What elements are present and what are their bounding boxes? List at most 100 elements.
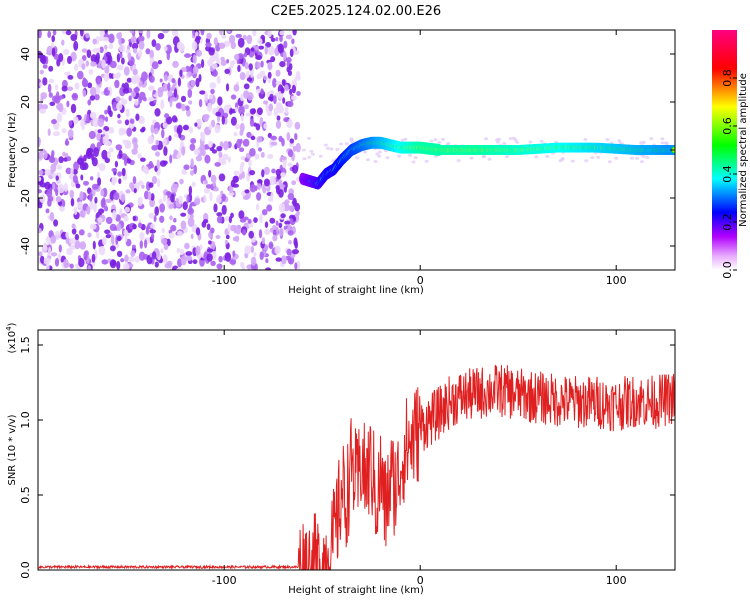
noise-speckle	[215, 235, 221, 239]
faint-speckle	[660, 137, 665, 141]
noise-speckle	[65, 167, 72, 175]
noise-speckle	[48, 92, 53, 98]
bottom-plot-frame	[37, 329, 676, 571]
y-tick-label: 1.5	[19, 336, 32, 354]
noise-speckle	[268, 241, 274, 250]
noise-speckle	[224, 239, 228, 245]
noise-speckle	[173, 88, 178, 98]
noise-speckle	[159, 78, 163, 83]
noise-speckle	[270, 37, 276, 42]
noise-speckle	[71, 92, 79, 101]
faint-speckle	[664, 142, 669, 146]
noise-speckle	[138, 40, 145, 50]
noise-speckle	[147, 191, 152, 201]
noise-speckle	[59, 206, 65, 212]
noise-speckle	[137, 180, 144, 186]
noise-speckle	[134, 256, 140, 263]
noise-speckle	[171, 78, 176, 84]
noise-speckle	[254, 61, 261, 69]
noise-speckle	[141, 184, 145, 189]
noise-speckle	[161, 128, 165, 139]
noise-speckle	[289, 217, 294, 225]
noise-speckle	[64, 262, 71, 268]
noise-speckle	[232, 250, 236, 257]
noise-speckle	[55, 196, 62, 203]
noise-speckle	[192, 65, 199, 75]
noise-speckle	[275, 81, 282, 86]
faint-speckle	[437, 140, 442, 144]
noise-speckle	[183, 164, 190, 170]
noise-speckle	[258, 45, 265, 50]
noise-speckle	[118, 149, 123, 159]
noise-speckle	[71, 223, 76, 229]
noise-speckle	[187, 217, 195, 228]
noise-speckle	[292, 30, 297, 36]
noise-speckle	[41, 104, 48, 110]
noise-speckle	[162, 138, 167, 148]
noise-speckle	[167, 82, 171, 92]
noise-speckle	[210, 227, 215, 234]
noise-speckle	[126, 77, 132, 83]
noise-speckle	[195, 77, 200, 88]
noise-speckle	[279, 30, 285, 36]
noise-speckle	[108, 126, 115, 134]
noise-speckle	[149, 49, 154, 60]
noise-speckle	[209, 82, 217, 90]
noise-speckle	[282, 79, 286, 86]
noise-speckle	[284, 199, 290, 205]
faint-speckle	[617, 139, 622, 143]
noise-speckle	[71, 228, 77, 235]
bottom-x-ticks: -100 0 100	[212, 330, 627, 587]
noise-speckle	[206, 248, 214, 253]
noise-speckle	[104, 65, 110, 75]
noise-speckle	[131, 42, 139, 50]
noise-speckle	[192, 259, 198, 265]
noise-speckle	[171, 84, 176, 92]
noise-speckle	[45, 208, 50, 214]
noise-speckle	[221, 193, 226, 202]
noise-speckle	[96, 47, 101, 53]
noise-speckle	[56, 112, 63, 123]
noise-speckle	[193, 148, 200, 155]
noise-speckle	[203, 194, 207, 203]
noise-speckle	[97, 129, 103, 134]
noise-speckle	[97, 177, 102, 186]
noise-speckle	[160, 248, 164, 254]
faint-speckle	[502, 141, 507, 145]
noise-speckle	[91, 157, 98, 167]
noise-speckle	[166, 50, 170, 61]
faint-speckle	[640, 160, 644, 164]
noise-speckle	[292, 249, 299, 255]
noise-speckle	[124, 206, 130, 213]
noise-speckle	[250, 245, 255, 253]
noise-speckle	[223, 40, 231, 47]
y-tick-label: 1.0	[19, 411, 32, 429]
noise-speckle	[163, 46, 168, 52]
noise-speckle	[233, 84, 240, 92]
noise-speckle	[225, 234, 230, 240]
x-tick-label: 100	[606, 274, 627, 287]
noise-speckle	[124, 254, 129, 263]
noise-speckle	[191, 41, 198, 51]
noise-speckle	[287, 70, 292, 76]
bottom-panel: -100 0 100 0.0 0.5 1.0 1.5 Height of straight…	[5, 322, 676, 596]
noise-speckle	[135, 113, 140, 121]
noise-speckle	[178, 195, 183, 205]
noise-speckle	[124, 119, 130, 126]
noise-speckle	[234, 53, 240, 61]
noise-speckle	[107, 151, 111, 159]
faint-speckle	[590, 156, 595, 160]
noise-speckle	[159, 215, 165, 223]
faint-speckle	[307, 136, 312, 140]
faint-speckle	[397, 154, 402, 158]
noise-speckle	[155, 43, 161, 51]
noise-speckle	[230, 94, 237, 100]
noise-speckle	[158, 199, 163, 205]
noise-speckle	[233, 224, 237, 234]
x-tick-label: 100	[606, 574, 627, 587]
noise-speckle	[294, 262, 298, 270]
noise-speckle	[223, 140, 229, 151]
faint-speckle	[484, 137, 488, 141]
noise-speckle	[138, 116, 145, 124]
